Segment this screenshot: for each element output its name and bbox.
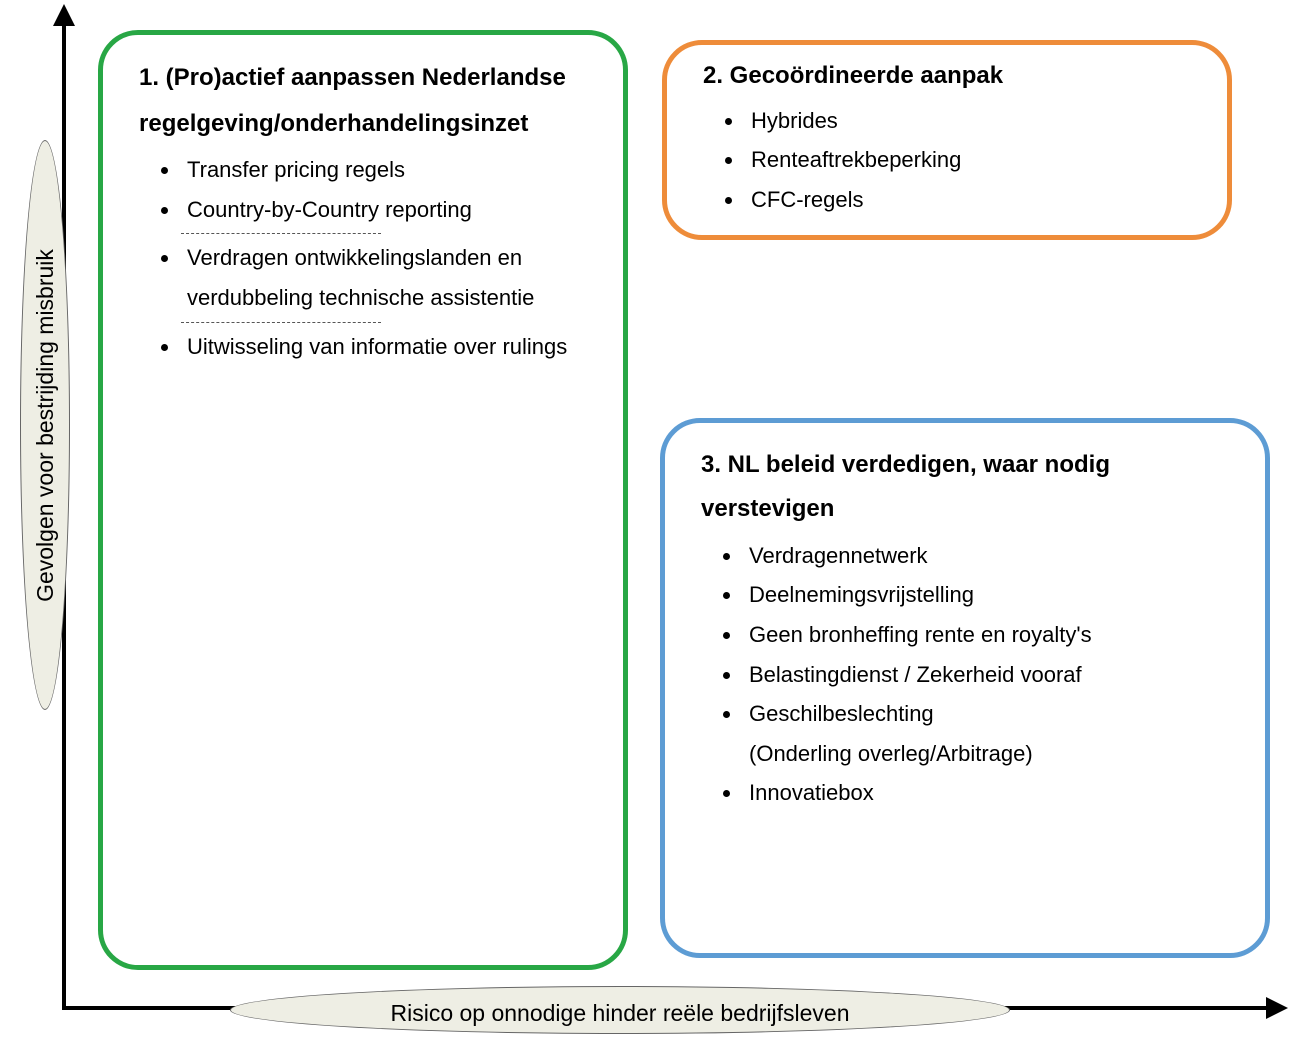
box3-list-tail: Innovatiebox [701,773,1235,813]
box-proactief-aanpassen: 1. (Pro)actief aanpassen Nederlandse reg… [98,30,628,970]
box1-list-b: Verdragen ontwikkelingslanden en verdubb… [139,238,593,317]
dashed-divider [181,233,381,234]
list-item: Hybrides [745,101,1197,141]
y-axis-label-text: Gevolgen voor bestrijding misbruik [32,249,59,602]
list-item: Deelnemingsvrijstelling [743,575,1235,615]
list-item: Verdragennetwerk [743,536,1235,576]
box1-title: 1. (Pro)actief aanpassen Nederlandse reg… [139,55,593,146]
x-axis-arrowhead [1266,997,1288,1019]
diagram-container: Gevolgen voor bestrijding misbruik Risic… [30,10,1280,1030]
list-item: Renteaftrekbeperking [745,140,1197,180]
list-item: Verdragen ontwikkelingslanden en verdubb… [181,238,593,317]
box1-list-c: Uitwisseling van informatie over rulings [139,327,593,367]
list-item: Country-by-Country reporting [181,190,593,230]
list-item: Belastingdienst / Zekerheid vooraf [743,655,1235,695]
box-nl-beleid-verdedigen: 3. NL beleid verdedigen, waar nodig vers… [660,418,1270,958]
box1-list-a: Transfer pricing regels Country-by-Count… [139,150,593,229]
list-item: Uitwisseling van informatie over rulings [181,327,593,367]
box3-title: 3. NL beleid verdedigen, waar nodig vers… [701,443,1235,532]
x-axis-label-ellipse: Risico op onnodige hinder reële bedrijfs… [230,986,1010,1034]
dashed-divider [181,322,381,323]
list-item: Geschilbeslechting [743,694,1235,734]
x-axis-label-text: Risico op onnodige hinder reële bedrijfs… [390,1000,849,1027]
list-item: Geen bronheffing rente en royalty's [743,615,1235,655]
box2-list: Hybrides Renteaftrekbeperking CFC-regels [703,101,1197,220]
y-axis-label-ellipse: Gevolgen voor bestrijding misbruik [20,140,70,710]
list-item: Innovatiebox [743,773,1235,813]
box2-title: 2. Gecoördineerde aanpak [703,59,1197,93]
list-item: CFC-regels [745,180,1197,220]
list-item: Transfer pricing regels [181,150,593,190]
box-gecoordineerde-aanpak: 2. Gecoördineerde aanpak Hybrides Rentea… [662,40,1232,240]
y-axis-arrowhead [53,4,75,26]
box3-list: Verdragennetwerk Deelnemingsvrijstelling… [701,536,1235,734]
box3-sub-item: (Onderling overleg/Arbitrage) [749,734,1235,774]
